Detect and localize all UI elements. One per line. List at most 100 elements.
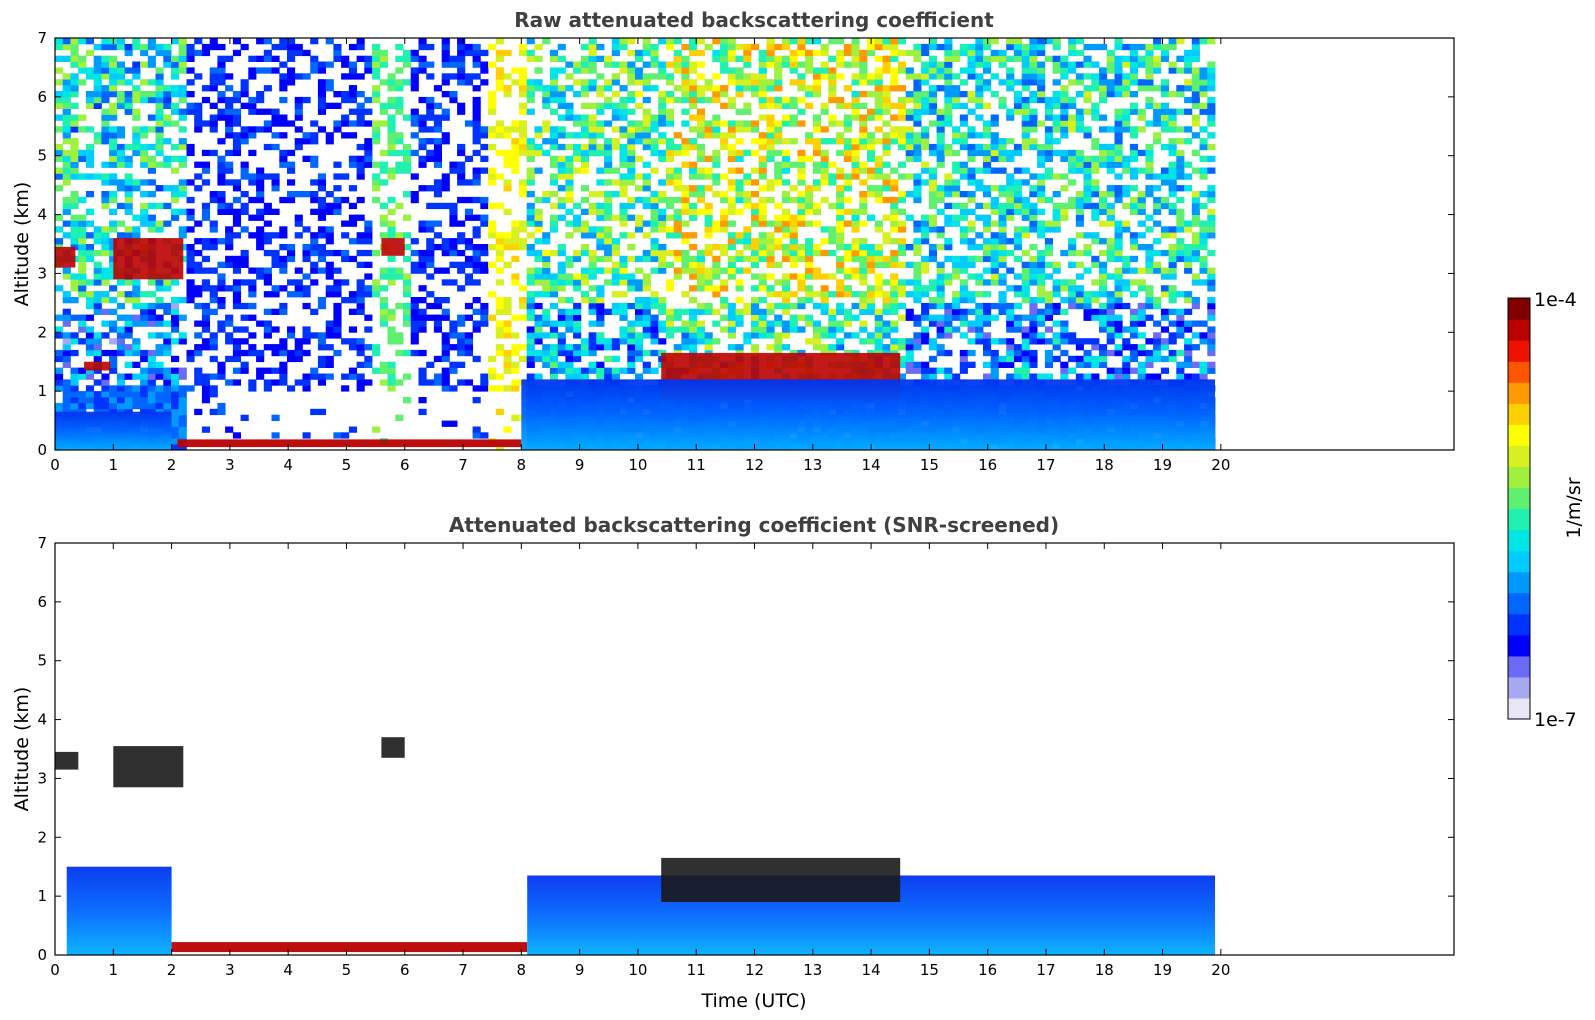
raw-heatmap-cell: [619, 43, 628, 51]
raw-heatmap-cell: [495, 408, 504, 416]
raw-heatmap-cell: [62, 155, 71, 162]
raw-heatmap-cell: [882, 291, 891, 298]
raw-heatmap-cell: [116, 91, 126, 98]
raw-heatmap-cell: [588, 332, 597, 339]
raw-heatmap-cell: [209, 220, 218, 227]
raw-heatmap-cell: [897, 220, 907, 227]
raw-heatmap-cell: [959, 114, 968, 121]
raw-heatmap-cell: [387, 85, 396, 92]
raw-heatmap-cell: [356, 291, 365, 298]
raw-heatmap-cell: [225, 355, 234, 363]
raw-heatmap-cell: [124, 185, 133, 192]
raw-heatmap-cell: [696, 332, 706, 339]
raw-heatmap-cell: [828, 344, 837, 351]
raw-heatmap-cell: [217, 408, 226, 416]
raw-heatmap-cell: [627, 367, 636, 374]
raw-heatmap-cell: [758, 273, 767, 280]
raw-heatmap-cell: [526, 202, 535, 210]
raw-heatmap-cell: [665, 308, 675, 315]
raw-heatmap-cell: [944, 179, 953, 186]
raw-heatmap-cell: [534, 332, 543, 339]
raw-heatmap-cell: [789, 114, 798, 121]
raw-heatmap-cell: [387, 208, 396, 215]
raw-heatmap-cell: [70, 38, 79, 45]
raw-heatmap-cell: [209, 38, 218, 45]
raw-heatmap-cell: [109, 255, 118, 263]
raw-heatmap-cell: [998, 185, 1007, 192]
raw-heatmap-cell: [526, 208, 535, 215]
raw-heatmap-cell: [1021, 226, 1030, 233]
raw-heatmap-cell: [225, 120, 234, 127]
raw-heatmap-cell: [573, 344, 582, 351]
raw-heatmap-cell: [62, 38, 71, 45]
raw-heatmap-cell: [495, 73, 504, 80]
raw-heatmap-cell: [735, 232, 744, 239]
raw-heatmap-cell: [758, 238, 767, 245]
raw-heatmap-cell: [310, 261, 319, 268]
raw-heatmap-cell: [557, 308, 566, 315]
raw-heatmap-cell: [882, 61, 891, 68]
raw-heatmap-cell: [418, 373, 427, 380]
raw-heatmap-cell: [155, 361, 164, 368]
raw-heatmap-cell: [387, 332, 396, 339]
raw-heatmap-cell: [101, 138, 110, 145]
raw-heatmap-cell: [650, 220, 659, 227]
raw-heatmap-cell: [1021, 361, 1030, 368]
raw-heatmap-cell: [828, 79, 837, 86]
raw-heatmap-cell: [263, 202, 272, 210]
raw-heatmap-cell: [596, 126, 605, 133]
raw-heatmap-cell: [194, 285, 203, 292]
raw-heatmap-cell: [333, 279, 342, 286]
raw-heatmap-cell: [201, 285, 211, 292]
raw-heatmap-cell: [758, 132, 767, 139]
raw-heatmap-cell: [55, 67, 64, 74]
raw-heatmap-cell: [317, 108, 327, 115]
raw-heatmap-cell: [812, 326, 822, 333]
raw-heatmap-cell: [650, 291, 659, 298]
raw-heatmap-cell: [565, 185, 574, 192]
raw-heatmap-cell: [310, 308, 319, 315]
raw-heatmap-cell: [85, 397, 95, 404]
raw-heatmap-cell: [774, 102, 783, 109]
raw-heatmap-cell: [812, 91, 822, 98]
raw-heatmap-cell: [665, 332, 675, 339]
raw-heatmap-cell: [163, 367, 172, 374]
raw-heatmap-cell: [673, 67, 682, 74]
raw-heatmap-cell: [990, 196, 999, 204]
raw-heatmap-cell: [85, 385, 95, 392]
raw-heatmap-cell: [565, 102, 574, 109]
raw-heatmap-cell: [735, 196, 744, 204]
raw-heatmap-cell: [495, 344, 504, 351]
raw-heatmap-cell: [171, 391, 180, 398]
raw-heatmap-cell: [495, 238, 504, 245]
raw-heatmap-cell: [665, 249, 675, 257]
raw-heatmap-cell: [124, 67, 133, 74]
raw-heatmap-cell: [635, 349, 644, 357]
raw-heatmap-cell: [952, 73, 961, 80]
raw-heatmap-cell: [511, 385, 520, 392]
raw-heatmap-cell: [665, 326, 675, 333]
raw-heatmap-cell: [905, 191, 914, 198]
raw-heatmap-cell: [171, 120, 180, 127]
raw-heatmap-cell: [526, 167, 535, 174]
raw-heatmap-cell: [650, 167, 659, 174]
raw-heatmap-cell: [959, 349, 968, 357]
raw-heatmap-cell: [163, 402, 172, 410]
raw-heatmap-cell: [70, 79, 79, 86]
raw-heatmap-cell: [727, 344, 736, 351]
raw-heatmap-cell: [828, 326, 837, 333]
raw-heatmap-cell: [356, 385, 365, 392]
raw-heatmap-cell: [983, 267, 992, 274]
raw-heatmap-cell: [665, 155, 675, 162]
raw-heatmap-cell: [967, 238, 976, 245]
raw-heatmap-cell: [101, 379, 110, 386]
raw-heatmap-cell: [967, 55, 976, 62]
raw-heatmap-cell: [944, 67, 953, 74]
raw-heatmap-cell: [781, 38, 791, 45]
raw-heatmap-cell: [372, 291, 381, 298]
raw-heatmap-cell: [781, 220, 791, 227]
raw-heatmap-cell: [774, 120, 783, 127]
raw-heatmap-cell: [147, 332, 156, 339]
raw-heatmap-cell: [735, 297, 744, 304]
raw-heatmap-cell: [519, 67, 528, 74]
